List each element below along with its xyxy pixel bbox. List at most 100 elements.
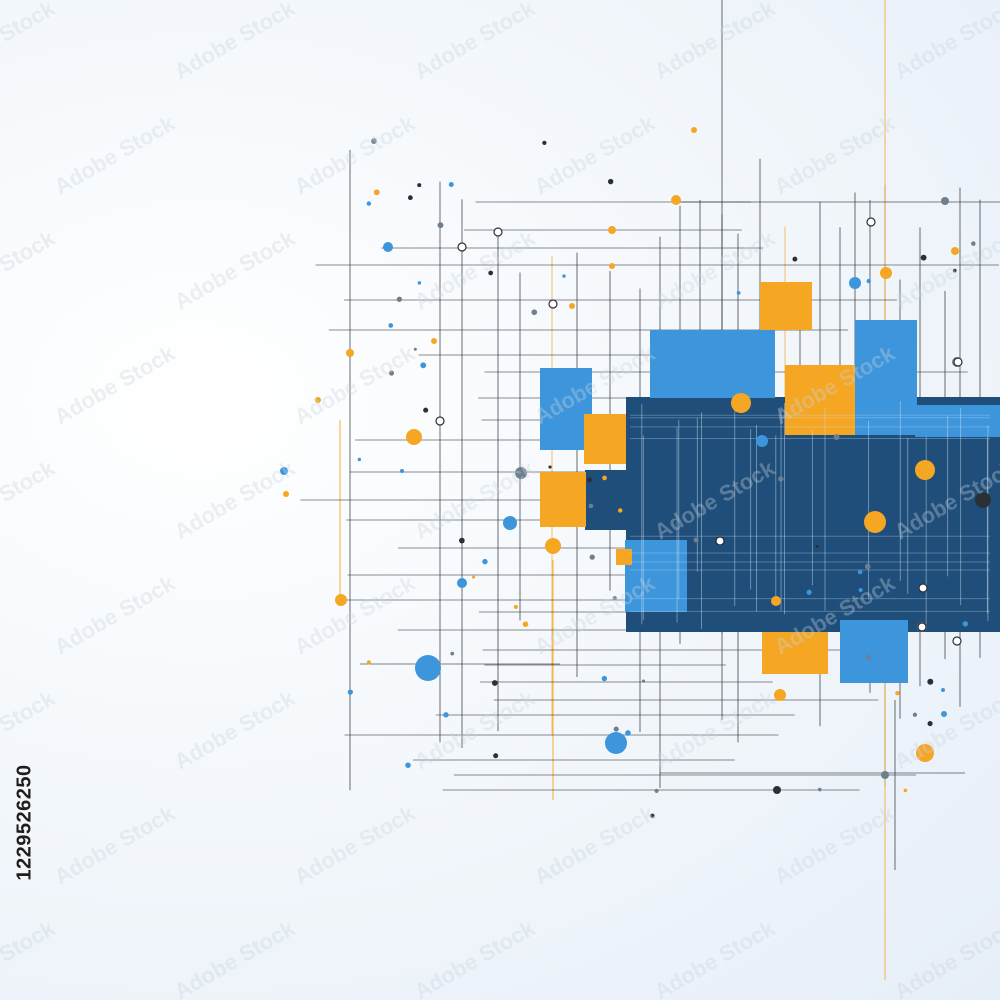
color-block <box>855 320 917 435</box>
circuit-dot <box>443 712 449 718</box>
circuit-dot <box>920 254 927 261</box>
circuit-dot <box>448 182 454 187</box>
circuit-dot <box>756 435 768 447</box>
circuit-node <box>953 357 963 367</box>
circuit-node <box>917 622 927 632</box>
circuit-dot <box>586 477 593 483</box>
circuit-dot <box>941 197 949 205</box>
circuit-dot <box>545 538 561 554</box>
color-block <box>915 405 1000 437</box>
circuit-dot <box>315 397 321 403</box>
circuit-dot <box>731 393 751 413</box>
circuit-dot <box>618 508 623 513</box>
circuit-dot <box>971 241 976 246</box>
circuit-dot <box>366 660 371 665</box>
circuit-dot <box>459 537 465 544</box>
circuit-dot <box>671 195 681 205</box>
circuit-dot <box>406 429 422 445</box>
circuit-dot <box>383 242 393 252</box>
color-block <box>760 282 812 330</box>
circuit-dot <box>588 503 594 509</box>
circuit-node <box>918 583 928 593</box>
circuit-dot <box>373 189 380 196</box>
circuit-dot <box>366 201 372 206</box>
circuit-dot <box>927 720 933 727</box>
circuit-dot <box>531 309 538 316</box>
circuit-dot <box>862 632 868 638</box>
circuit-dot <box>407 195 413 201</box>
circuit-dot <box>457 578 467 588</box>
circuit-dot <box>371 138 377 144</box>
circuit-dot <box>773 786 781 794</box>
circuit-dot <box>915 460 935 480</box>
circuit-node <box>548 299 558 309</box>
circuit-dot <box>613 726 619 732</box>
circuit-node <box>866 217 876 227</box>
circuit-dot <box>413 347 417 351</box>
color-block <box>584 414 626 464</box>
circuit-dot <box>864 563 871 570</box>
circuit-dot <box>775 302 782 309</box>
circuit-dot <box>396 296 403 302</box>
color-block <box>785 365 855 435</box>
circuit-dot <box>493 753 499 759</box>
circuit-dot <box>806 589 812 595</box>
circuit-dot <box>491 680 498 686</box>
circuit-dot <box>513 604 518 610</box>
circuit-dot <box>778 476 784 482</box>
circuit-dot <box>609 263 615 269</box>
color-blocks <box>540 282 1000 683</box>
circuit-dot <box>417 281 422 285</box>
circuit-dot <box>589 554 595 560</box>
stock-image-id: 1229526250 <box>10 752 40 892</box>
color-block <box>762 632 828 674</box>
circuit-dot <box>335 594 347 606</box>
circuit-dot <box>691 127 697 133</box>
circuit-dot <box>607 178 614 185</box>
circuit-dot <box>866 278 871 284</box>
circuit-dot <box>417 183 422 188</box>
circuit-dot <box>488 270 494 276</box>
circuit-dot <box>736 291 741 295</box>
color-block <box>585 470 745 530</box>
circuit-dot <box>346 349 354 357</box>
circuit-node <box>457 242 467 252</box>
circuit-dot <box>833 434 840 440</box>
circuit-dot <box>608 226 616 234</box>
circuit-dot <box>975 492 991 508</box>
circuit-dot <box>641 679 646 683</box>
circuit-dot <box>347 689 353 695</box>
circuit-dot <box>548 465 552 469</box>
circuit-dot <box>437 222 444 229</box>
circuit-dot <box>962 621 969 627</box>
circuit-dot <box>388 323 394 328</box>
circuit-dot <box>542 140 547 145</box>
circuit-dot <box>871 367 878 373</box>
circuit-dot <box>562 274 566 278</box>
circuit-dot <box>941 688 945 692</box>
circuit-dot <box>880 267 892 279</box>
circuit-dot <box>415 655 441 681</box>
circuit-dot <box>815 544 819 548</box>
circuit-node <box>952 636 962 646</box>
circuit-dot <box>357 457 362 462</box>
circuit-dot <box>857 569 863 575</box>
circuit-dot <box>903 788 908 793</box>
circuit-node <box>493 227 503 237</box>
circuit-dot <box>858 588 863 593</box>
circuit-dot <box>849 277 861 289</box>
circuit-dot <box>846 620 854 628</box>
circuit-dot <box>431 338 437 344</box>
circuit-dot <box>693 537 699 543</box>
circuit-dot <box>503 516 517 530</box>
circuit-dot <box>482 558 488 565</box>
circuit-dot <box>280 467 288 475</box>
circuit-dot <box>569 303 575 309</box>
circuit-dot <box>420 362 427 369</box>
stock-image-id-text: 1229526250 <box>13 763 36 881</box>
circuit-dot <box>912 712 918 717</box>
color-block <box>840 620 908 683</box>
circuit-dot <box>450 651 455 656</box>
circuit-dot <box>602 475 607 481</box>
